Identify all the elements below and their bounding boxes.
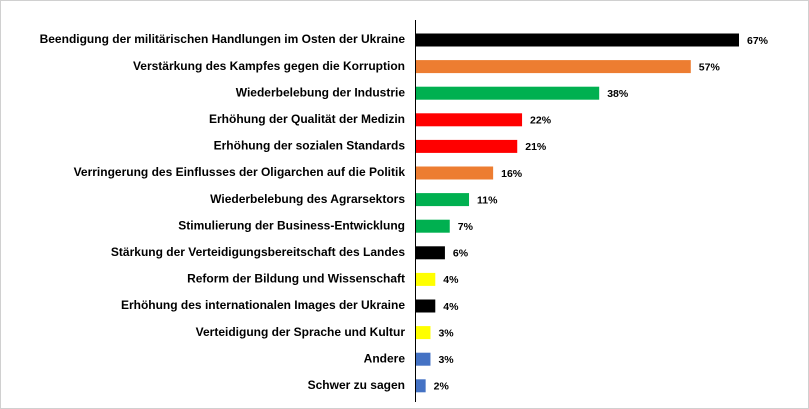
value-label: 4% bbox=[443, 301, 459, 313]
value-label: 22% bbox=[530, 115, 552, 127]
value-label: 21% bbox=[525, 141, 547, 153]
bar bbox=[416, 379, 426, 393]
bar bbox=[416, 33, 739, 47]
value-label: 3% bbox=[438, 354, 454, 366]
bar bbox=[416, 60, 691, 74]
category-label: Verstärkung des Kampfes gegen die Korrup… bbox=[133, 59, 405, 73]
value-label: 67% bbox=[747, 35, 769, 47]
value-label: 16% bbox=[501, 168, 523, 180]
bar bbox=[416, 86, 600, 100]
category-label: Andere bbox=[364, 351, 406, 365]
bar bbox=[416, 139, 518, 153]
value-label: 11% bbox=[477, 194, 498, 206]
category-label: Erhöhung des internationalen Images der … bbox=[121, 298, 405, 312]
bar bbox=[416, 352, 431, 366]
bar bbox=[416, 166, 494, 180]
value-label: 2% bbox=[434, 381, 450, 393]
category-label: Erhöhung der sozialen Standards bbox=[214, 139, 406, 153]
bar bbox=[416, 272, 436, 286]
category-label: Stärkung der Verteidigungsbereitschaft d… bbox=[111, 245, 405, 259]
category-label: Wiederbelebung des Agrarsektors bbox=[210, 192, 405, 206]
value-label: 57% bbox=[699, 61, 721, 73]
category-label: Stimulierung der Business-Entwicklung bbox=[178, 218, 405, 232]
category-label: Reform der Bildung und Wissenschaft bbox=[187, 272, 405, 286]
bar bbox=[416, 299, 436, 313]
value-label: 7% bbox=[458, 221, 474, 233]
category-label: Schwer zu sagen bbox=[308, 378, 405, 392]
category-label: Erhöhung der Qualität der Medizin bbox=[209, 112, 405, 126]
bar bbox=[416, 246, 445, 260]
category-label: Verteidigung der Sprache und Kultur bbox=[196, 325, 406, 339]
value-label: 6% bbox=[453, 248, 469, 260]
category-label: Beendigung der militärischen Handlungen … bbox=[40, 32, 406, 46]
bar bbox=[416, 113, 523, 127]
category-label: Verringerung des Einflusses der Oligarch… bbox=[74, 165, 406, 179]
value-label: 38% bbox=[607, 88, 629, 100]
bar bbox=[416, 219, 450, 233]
bar bbox=[416, 326, 431, 340]
value-label: 4% bbox=[443, 274, 459, 286]
value-label: 3% bbox=[438, 327, 454, 339]
category-label: Wiederbelebung der Industrie bbox=[236, 85, 406, 99]
bar bbox=[416, 193, 470, 207]
